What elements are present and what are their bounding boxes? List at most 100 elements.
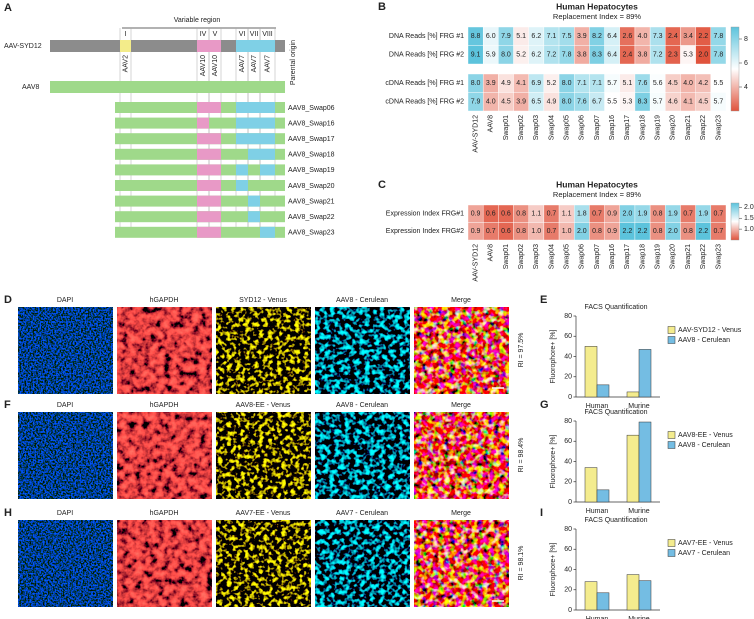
region-segment (248, 102, 260, 113)
channel-label: Merge (451, 402, 471, 409)
column-label: Swap16 (609, 115, 616, 140)
region-segment (248, 133, 260, 145)
y-tick-label: 20 (564, 479, 572, 486)
channel-label: hGAPDH (150, 402, 179, 409)
region-label: IV (200, 31, 207, 38)
region-label: VI (239, 31, 246, 38)
colorbar (730, 202, 740, 241)
cell-label: 0.9 (471, 228, 481, 235)
region-segment (248, 40, 260, 52)
cell-label: 7.8 (714, 52, 724, 59)
panel-letter: A (4, 2, 12, 14)
cell-label: 2.0 (577, 228, 587, 235)
cell-label: 7.1 (547, 33, 557, 40)
colorbar-tick-label: 6 (744, 60, 748, 67)
cell-label: 8.8 (471, 33, 481, 40)
cell-label: 0.7 (714, 228, 724, 235)
region-segment (197, 148, 209, 160)
cell-label: 5.9 (486, 52, 496, 59)
cell-label: 8.0 (562, 99, 572, 106)
cell-label: 3.8 (577, 52, 587, 59)
micrograph (216, 307, 311, 394)
cell-label: 5.6 (653, 80, 663, 87)
region-segment (209, 40, 221, 52)
y-tick-label: 0 (568, 607, 572, 614)
column-label: Swap02 (518, 115, 525, 140)
micrograph (18, 412, 113, 499)
region-segment (260, 40, 275, 52)
cell-label: 7.6 (638, 80, 648, 87)
legend-label: AAV7 - Cerulean (678, 550, 730, 557)
column-label: Swap04 (548, 244, 555, 269)
replacement-index: RI = 98.4% (518, 438, 525, 473)
y-tick-label: 20 (564, 587, 572, 594)
region-segment (248, 195, 260, 207)
region-segment (209, 226, 221, 238)
cell-label: 3.9 (516, 99, 526, 106)
cell-label: 5.7 (607, 80, 617, 87)
cell-label: 6.9 (531, 80, 541, 87)
row-label: DNA Reads [%] FRG #1 (389, 33, 464, 40)
micrograph (414, 520, 509, 607)
region-segment (197, 211, 209, 223)
cell-label: 5.2 (547, 80, 557, 87)
region-label: VII (250, 31, 259, 38)
column-label: Swap19 (655, 244, 662, 269)
cell-label: 2.0 (698, 52, 708, 59)
region-segment (236, 133, 248, 145)
micrograph (414, 307, 509, 394)
cell-label: 6.7 (592, 99, 602, 106)
colorbar (730, 26, 740, 112)
region-segment (197, 133, 209, 145)
column-label: AAV-SYD12 (472, 244, 479, 282)
cell-label: 3.9 (577, 33, 587, 40)
cell-label: 1.9 (638, 211, 648, 218)
cell-label: 4.0 (683, 80, 693, 87)
cell-label: 0.9 (471, 211, 481, 218)
cell-label: 4.1 (683, 99, 693, 106)
column-label: Swap03 (533, 115, 540, 140)
cell-label: 0.6 (501, 211, 511, 218)
region-segment (209, 164, 221, 176)
cell-label: 4.2 (698, 80, 708, 87)
heatmap-title: Human Hepatocytes (556, 1, 638, 11)
swap-label: AAV8_Swap23 (288, 230, 335, 237)
channel-label: AAV7-EE - Venus (236, 510, 291, 517)
micrograph (315, 412, 410, 499)
micrograph (117, 307, 212, 394)
region-segment (120, 40, 131, 52)
cell-label: 0.9 (607, 228, 617, 235)
cell-label: 1.1 (531, 211, 541, 218)
region-origin: AAV2 (122, 55, 129, 72)
variable-region-label: Variable region (174, 17, 221, 24)
cell-label: 2.2 (622, 228, 632, 235)
cell-label: 7.2 (653, 52, 663, 59)
panel-letter: B (378, 1, 386, 13)
channel-label: hGAPDH (150, 297, 179, 304)
region-origin: AAV7 (251, 55, 258, 72)
cell-label: 2.0 (668, 228, 678, 235)
swap-label: AAV8_Swap19 (288, 167, 335, 174)
legend-label: AAV8-EE - Venus (678, 432, 733, 439)
region-origin: AAV7 (239, 55, 246, 72)
region-segment (197, 164, 209, 176)
legend-swatch (667, 326, 676, 334)
x-tick-label: Murine (628, 616, 650, 619)
cell-label: 2.4 (668, 33, 678, 40)
y-tick-label: 20 (564, 374, 572, 381)
y-tick-label: 0 (568, 499, 572, 506)
region-segment (236, 102, 248, 113)
cell-label: 4.0 (638, 33, 648, 40)
column-label: Swap17 (624, 115, 631, 140)
region-segment (260, 117, 275, 129)
column-label: AAV8 (488, 244, 495, 261)
column-label: Swap22 (700, 115, 707, 140)
swap-label: AAV8_Swap16 (288, 120, 335, 127)
column-label: Swap21 (685, 115, 692, 140)
region-label: V (213, 31, 218, 38)
region-segment (197, 195, 209, 207)
cell-label: 4.0 (486, 99, 496, 106)
region-segment (209, 133, 221, 145)
cell-label: 5.2 (516, 52, 526, 59)
